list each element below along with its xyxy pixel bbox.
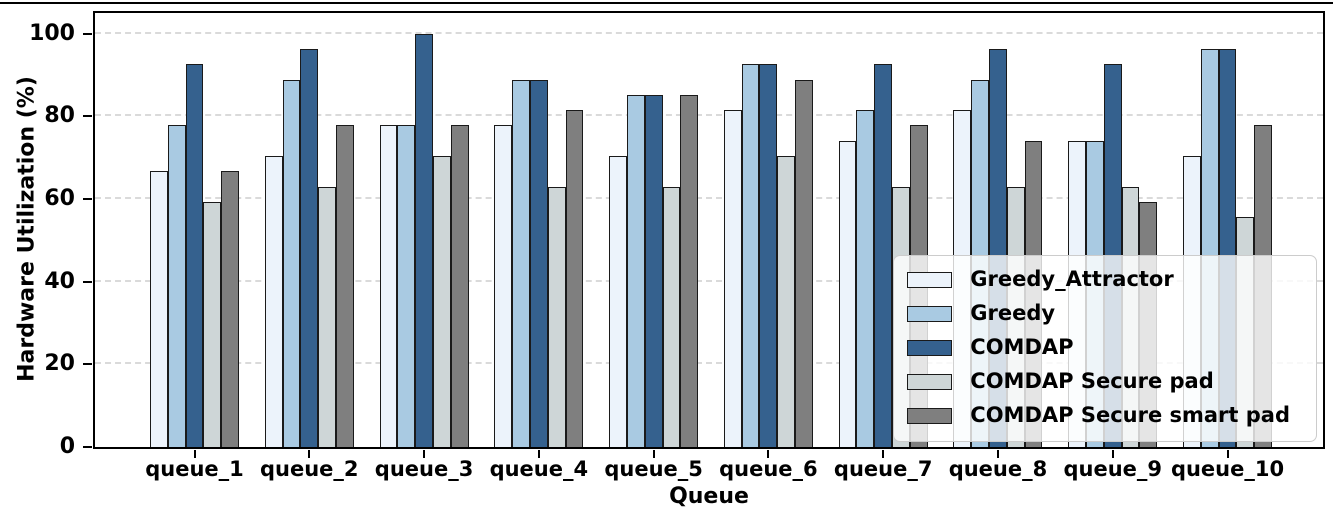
bar-queue_5-comdap-secure-smart-pad <box>680 94 699 447</box>
x-tick-mark <box>308 450 311 458</box>
y-tick-label: 100 <box>29 20 75 46</box>
legend-row: COMDAP Secure pad <box>907 368 1290 395</box>
bar-queue_4-greedy-attractor <box>494 125 513 447</box>
y-tick-mark <box>83 32 92 35</box>
bar-group-queue_3: queue_3 <box>375 13 473 481</box>
bar-queue_6-greedy-attractor <box>723 110 742 447</box>
bar-queue_5-comdap-secure-pad <box>662 186 681 447</box>
bar-queue_3-greedy <box>397 125 416 447</box>
bar-group-queue_2: queue_2 <box>260 13 359 481</box>
bar-queue_3-greedy-attractor <box>379 125 398 447</box>
bar-queue_2-greedy <box>282 79 301 447</box>
x-tick-mark <box>1226 450 1229 458</box>
gridline-y-60 <box>95 197 1323 199</box>
legend-swatch <box>907 305 953 322</box>
bar-queue_1-greedy <box>167 125 186 447</box>
bar-queue_2-comdap <box>300 48 319 447</box>
bar-queue_4-comdap <box>529 79 548 447</box>
bar-queue_3-comdap-secure-pad <box>432 156 451 447</box>
y-tick-label: 40 <box>44 268 75 294</box>
top-border-line <box>0 2 1333 4</box>
x-tick-label-queue_8: queue_8 <box>948 457 1048 481</box>
bar-queue_7-comdap <box>874 64 893 447</box>
x-tick-label-queue_10: queue_10 <box>1170 457 1285 481</box>
x-tick-mark <box>537 450 540 458</box>
y-tick-label: 0 <box>59 434 75 459</box>
y-tick-label: 60 <box>44 186 75 211</box>
legend-label: COMDAP Secure pad <box>970 369 1214 393</box>
bar-queue_6-comdap <box>759 64 778 447</box>
legend-row: COMDAP Secure smart pad <box>907 402 1290 429</box>
x-tick-mark <box>1111 450 1114 458</box>
y-axis-label: Hardware Utilization (%) <box>14 76 40 382</box>
legend-swatch <box>907 271 953 288</box>
bar-queue_7-greedy <box>856 110 875 447</box>
legend-swatch <box>907 339 953 356</box>
bar-queue_5-comdap <box>644 94 663 447</box>
bar-queue_5-greedy <box>626 94 645 447</box>
legend-label: Greedy <box>970 301 1056 325</box>
y-tick-mark <box>83 363 92 366</box>
legend-row: Greedy_Attractor <box>907 266 1290 293</box>
x-tick-label-queue_9: queue_9 <box>1063 457 1162 481</box>
bar-group-queue_6: queue_6 <box>719 13 818 481</box>
x-tick-mark <box>652 450 655 458</box>
bar-queue_6-comdap-secure-smart-pad <box>795 79 813 447</box>
bar-queue_6-comdap-secure-pad <box>777 156 796 447</box>
x-tick-mark <box>882 450 885 458</box>
bar-queue_1-comdap-secure-pad <box>203 201 222 447</box>
x-axis-label: Queue <box>669 484 749 509</box>
y-tick-mark <box>83 198 92 201</box>
x-tick-label-queue_7: queue_7 <box>833 457 933 481</box>
bar-queue_1-comdap <box>185 64 204 447</box>
legend-label: Greedy_Attractor <box>970 267 1174 291</box>
bar-queue_2-comdap-secure-smart-pad <box>335 125 354 447</box>
bar-queue_2-greedy-attractor <box>264 156 283 447</box>
x-tick-label-queue_5: queue_5 <box>604 457 703 481</box>
plot-area: 0 20 40 60 80 100 queue_1 queue_2 queue_3 queue_4… <box>29 11 1325 481</box>
gridline-y-40 <box>95 279 1323 282</box>
bar-queue_6-greedy <box>741 64 760 447</box>
x-tick-mark <box>193 450 196 458</box>
bar-queue_3-comdap-secure-smart-pad <box>450 125 469 447</box>
x-tick-label-queue_6: queue_6 <box>719 457 818 481</box>
gridline-y-20 <box>95 362 1323 365</box>
y-tick-mark <box>83 280 92 283</box>
legend-label: COMDAP <box>970 335 1074 359</box>
bar-queue_4-greedy <box>512 79 530 447</box>
x-tick-mark <box>767 450 770 458</box>
x-tick-label-queue_2: queue_2 <box>260 457 359 481</box>
legend-label: COMDAP Secure smart pad <box>970 403 1290 427</box>
legend-row: COMDAP <box>907 334 1290 361</box>
bar-queue_2-comdap-secure-pad <box>318 186 336 447</box>
x-tick-label-queue_3: queue_3 <box>374 457 474 481</box>
bar-queue_1-greedy-attractor <box>150 171 168 447</box>
y-tick-mark <box>83 446 92 448</box>
x-tick-label-queue_4: queue_4 <box>489 457 589 481</box>
legend: Greedy_Attractor Greedy COMDAP COMDAP Secur… <box>893 255 1317 442</box>
bar-group-queue_1: queue_1 <box>145 13 244 481</box>
x-tick-mark <box>996 450 999 458</box>
y-tick-label: 80 <box>44 103 75 129</box>
legend-row: Greedy <box>907 300 1290 327</box>
bar-queue_5-greedy-attractor <box>609 156 627 447</box>
legend-swatch <box>907 373 953 390</box>
gridline-y-80 <box>95 114 1323 117</box>
bar-queue_4-comdap-secure-pad <box>547 186 566 447</box>
legend-swatch <box>907 407 953 424</box>
bar-queue_3-comdap <box>415 33 433 447</box>
x-tick-mark <box>423 450 426 458</box>
x-tick-label-queue_1: queue_1 <box>145 457 244 481</box>
y-tick-label: 20 <box>44 351 75 377</box>
bar-group-queue_4: queue_4 <box>490 13 588 481</box>
bar-queue_1-comdap-secure-smart-pad <box>221 171 239 447</box>
y-tick-mark <box>83 115 92 118</box>
bar-queue_7-greedy-attractor <box>838 140 857 447</box>
bar-queue_4-comdap-secure-smart-pad <box>565 110 584 447</box>
gridline-y-100 <box>95 31 1323 34</box>
bar-group-queue_5: queue_5 <box>604 13 703 481</box>
